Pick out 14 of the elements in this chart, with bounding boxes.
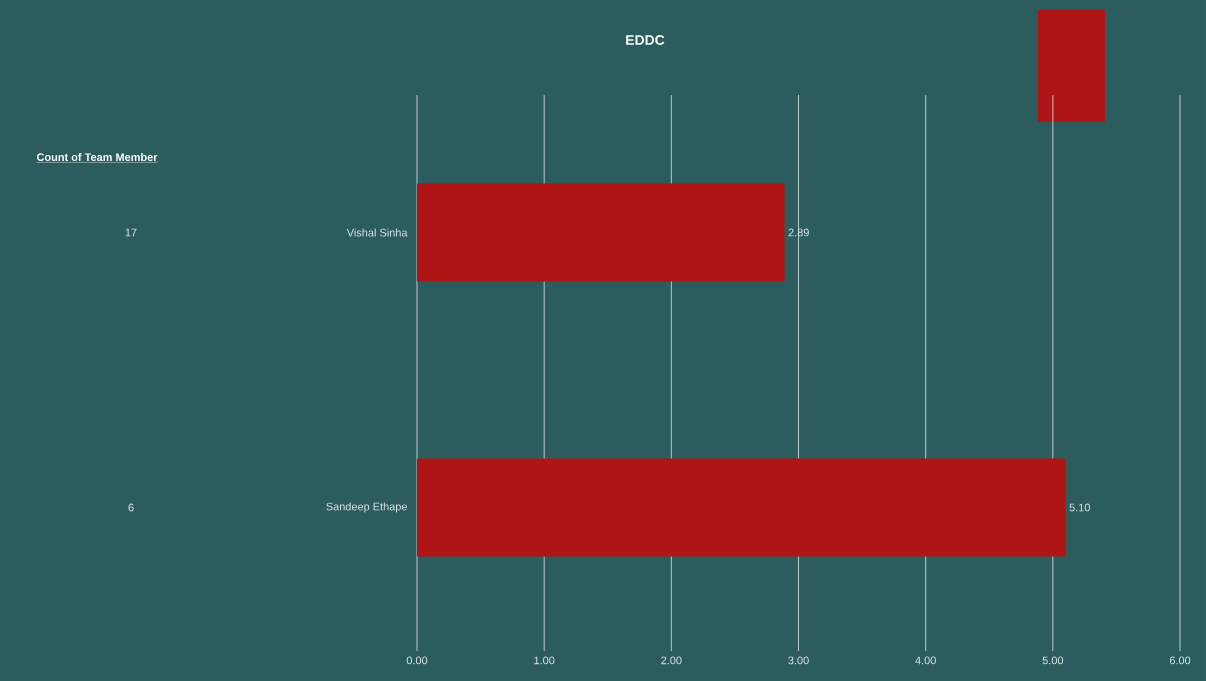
text: 6 xyxy=(128,503,134,512)
x-tick-label: 0.00 xyxy=(406,656,428,665)
x-tick-label: 1.00 xyxy=(534,656,555,665)
y-tick-label: Vishal Sinha xyxy=(346,228,408,237)
x-tick-label: 5.00 xyxy=(1042,656,1064,665)
chart-title: EDDC xyxy=(626,35,665,45)
x-tick-label: 4.00 xyxy=(915,656,936,665)
text: Count of Team Member xyxy=(36,152,158,162)
data-label: 5.10 xyxy=(1069,503,1090,512)
x-tick-label: 2.00 xyxy=(661,656,682,665)
text: 17 xyxy=(125,228,137,237)
y-tick-label: Sandeep Ethape xyxy=(326,502,407,513)
x-tick-label: 3.00 xyxy=(788,656,809,665)
x-tick-label: 6.00 xyxy=(1169,656,1191,665)
